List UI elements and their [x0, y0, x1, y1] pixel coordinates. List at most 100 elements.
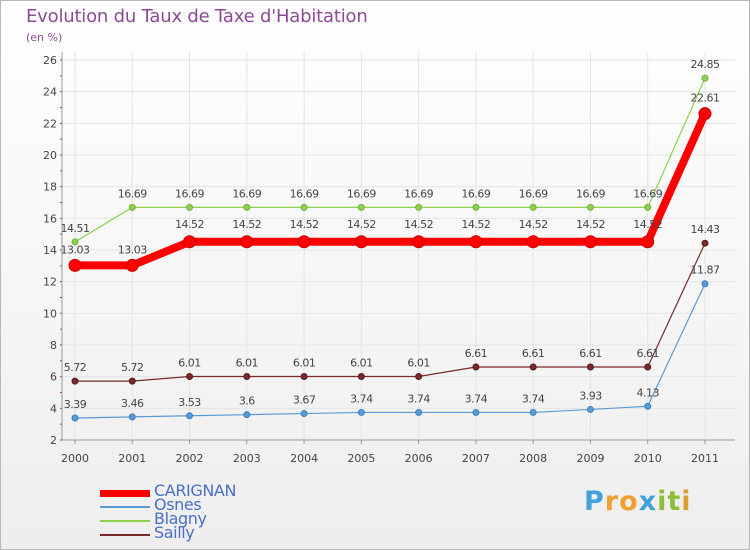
data-point-blagny-2007 [472, 203, 480, 211]
y-tick-label-18: 18 [43, 181, 57, 194]
data-label-osnes-2004: 3.67 [293, 394, 316, 407]
data-label-osnes-2008: 3.74 [522, 392, 545, 405]
data-label-blagny-2008: 16.69 [519, 187, 548, 200]
data-labels: 14.51 16.69 16.69 16.69 16.69 16.69 16.69 16.69… [61, 58, 721, 411]
data-point-sailly-2011 [701, 239, 709, 247]
data-label-carignan-2004: 14.52 [290, 218, 319, 231]
data-label-osnes-2007: 3.74 [465, 392, 488, 405]
data-point-blagny-2000 [71, 238, 79, 246]
chart-title: Evolution du Taux de Taxe d'Habitation [26, 6, 368, 27]
data-label-sailly-2011: 14.43 [691, 223, 720, 236]
x-tick-label-2000: 2000 [61, 452, 89, 465]
data-label-osnes-2001: 3.46 [121, 397, 144, 410]
data-label-carignan-2003: 14.52 [232, 218, 261, 231]
x-tick-label-2010: 2010 [634, 452, 662, 465]
data-point-blagny-2008 [529, 203, 537, 211]
series-line-blagny [74, 77, 706, 243]
data-label-osnes-2006: 3.74 [407, 392, 430, 405]
data-point-blagny-2005 [357, 203, 365, 211]
data-point-sailly-2004 [300, 373, 308, 381]
x-tick-label-2003: 2003 [233, 452, 261, 465]
data-label-osnes-2010: 4.13 [636, 386, 659, 399]
data-point-carignan-2000 [68, 258, 82, 272]
data-point-blagny-2009 [586, 203, 594, 211]
data-point-blagny-2002 [186, 203, 194, 211]
data-label-osnes-2005: 3.74 [350, 392, 373, 405]
data-point-carignan-2007 [469, 235, 483, 249]
y-tick-label-22: 22 [43, 117, 57, 130]
proxiti-logo: Proxiti [584, 486, 692, 517]
data-label-sailly-2009: 6.61 [579, 347, 602, 360]
data-point-osnes-2007 [472, 408, 480, 416]
data-label-blagny-2002: 16.69 [175, 187, 204, 200]
y-tick-label-16: 16 [43, 212, 57, 225]
series-points [68, 74, 712, 422]
data-label-carignan-2001: 13.03 [118, 243, 147, 256]
y-tick-label-8: 8 [50, 339, 57, 352]
series-lines [71, 77, 709, 419]
data-point-osnes-2000 [71, 414, 79, 422]
data-label-carignan-2005: 14.52 [347, 218, 376, 231]
data-point-sailly-2000 [71, 377, 79, 385]
data-label-blagny-2010: 16.69 [633, 187, 662, 200]
x-tick-label-2009: 2009 [576, 452, 604, 465]
logo-letter: i [681, 486, 692, 517]
data-point-osnes-2002 [186, 412, 194, 420]
data-label-blagny-2005: 16.69 [347, 187, 376, 200]
x-tick-label-2005: 2005 [347, 452, 375, 465]
data-point-blagny-2004 [300, 203, 308, 211]
series-line-sailly [74, 242, 706, 382]
data-point-carignan-2011 [698, 107, 712, 121]
x-tick-label-2007: 2007 [462, 452, 490, 465]
logo-letter: o [619, 486, 639, 517]
legend-swatch-blagny [100, 520, 150, 522]
chart-unit-label: (en %) [26, 31, 63, 44]
legend-label-sailly: Sailly [154, 523, 195, 542]
data-point-carignan-2001 [125, 258, 139, 272]
data-label-sailly-2001: 5.72 [121, 361, 144, 374]
data-point-carignan-2006 [412, 235, 426, 249]
data-label-osnes-2000: 3.39 [64, 398, 87, 411]
data-point-sailly-2010 [644, 363, 652, 371]
series-line-osnes [74, 283, 706, 419]
data-label-sailly-2002: 6.01 [178, 357, 201, 370]
x-tick-label-2002: 2002 [176, 452, 204, 465]
y-tick-label-20: 20 [43, 149, 57, 162]
data-label-carignan-2011: 22.61 [691, 92, 720, 105]
legend-swatch-sailly [100, 534, 150, 536]
data-point-blagny-2003 [243, 203, 251, 211]
data-point-osnes-2009 [586, 405, 594, 413]
data-point-sailly-2008 [529, 363, 537, 371]
y-tick-label-10: 10 [43, 307, 57, 320]
data-label-blagny-2004: 16.69 [290, 187, 319, 200]
y-tick-label-26: 26 [43, 54, 57, 67]
data-point-sailly-2002 [186, 373, 194, 381]
data-point-carignan-2009 [583, 235, 597, 249]
data-point-carignan-2004 [297, 235, 311, 249]
data-point-carignan-2002 [183, 235, 197, 249]
data-label-osnes-2011: 11.87 [691, 264, 720, 277]
y-tick-label-12: 12 [43, 276, 57, 289]
data-label-blagny-2003: 16.69 [232, 187, 261, 200]
data-label-carignan-2006: 14.52 [404, 218, 433, 231]
data-label-carignan-2008: 14.52 [519, 218, 548, 231]
data-label-blagny-2001: 16.69 [118, 187, 147, 200]
data-point-osnes-2006 [415, 408, 423, 416]
legend-swatch-osnes [100, 506, 150, 508]
legend-label-osnes: Osnes [154, 495, 202, 514]
logo-letter: x [638, 486, 658, 517]
data-label-blagny-2011: 24.85 [691, 58, 720, 71]
data-point-blagny-2010 [644, 203, 652, 211]
x-tick-label-2006: 2006 [405, 452, 433, 465]
data-point-osnes-2005 [357, 408, 365, 416]
legend-label-carignan: CARIGNAN [154, 481, 237, 500]
x-tick-label-2008: 2008 [519, 452, 547, 465]
x-tick-label-2001: 2001 [118, 452, 146, 465]
data-label-sailly-2007: 6.61 [465, 347, 488, 360]
data-label-osnes-2003: 3.6 [239, 395, 255, 408]
y-tick-label-4: 4 [50, 402, 57, 415]
y-tick-label-6: 6 [50, 371, 57, 384]
data-point-blagny-2001 [128, 203, 136, 211]
data-point-carignan-2008 [526, 235, 540, 249]
data-label-osnes-2002: 3.53 [178, 396, 201, 409]
